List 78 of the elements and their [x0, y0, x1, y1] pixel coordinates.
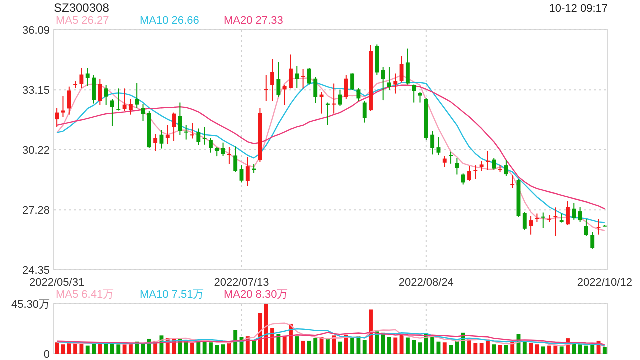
- bar: [406, 338, 410, 354]
- bar: [227, 343, 232, 354]
- bar: [67, 343, 72, 354]
- bar: [480, 343, 484, 354]
- bar: [474, 343, 478, 354]
- bar: [301, 340, 306, 354]
- bar: [104, 344, 108, 354]
- bar: [412, 340, 416, 354]
- bar: [326, 338, 330, 354]
- bar: [449, 345, 454, 354]
- ytick: 33.15: [22, 85, 50, 98]
- bar: [535, 344, 540, 354]
- bar: [344, 334, 348, 354]
- bar: [61, 344, 66, 354]
- bar: [252, 340, 256, 354]
- bar: [560, 346, 564, 354]
- bar: [541, 346, 546, 354]
- xtick: 2022/10/12: [577, 277, 632, 289]
- legend: MA20 27.33: [224, 15, 284, 27]
- bar: [369, 310, 373, 354]
- bar: [350, 337, 355, 354]
- bar: [295, 336, 300, 354]
- legend: MA5 26.27: [56, 15, 110, 27]
- bar: [486, 341, 490, 354]
- ytick: 24.35: [22, 265, 50, 277]
- ytick: 45.30万: [11, 299, 50, 311]
- bar: [116, 344, 121, 354]
- bar: [128, 344, 133, 354]
- ytick: 30.22: [22, 145, 50, 157]
- bar: [276, 334, 281, 354]
- bar: [122, 344, 127, 354]
- bar: [215, 346, 220, 354]
- bar: [307, 340, 312, 354]
- bar: [442, 342, 447, 354]
- ytick: 27.28: [22, 205, 50, 218]
- bar: [190, 343, 194, 354]
- bar: [282, 336, 287, 354]
- bar: [590, 345, 595, 354]
- bar: [264, 304, 268, 354]
- legend: MA5 6.41万: [56, 289, 114, 301]
- bar: [529, 343, 534, 354]
- bar: [418, 342, 422, 354]
- legend: MA10 26.66: [140, 15, 200, 27]
- bar: [55, 342, 60, 354]
- bar: [400, 334, 404, 354]
- bar: [332, 336, 336, 354]
- xtick: 2022/08/24: [398, 277, 454, 289]
- bar: [602, 347, 607, 354]
- bar: [221, 344, 226, 354]
- bar: [86, 346, 90, 354]
- legend: MA20 8.30万: [224, 289, 288, 301]
- xtick: 2022/07/13: [214, 277, 270, 289]
- bar: [394, 338, 398, 354]
- bar: [110, 344, 114, 354]
- annotation: 10-12 09:17: [549, 3, 608, 15]
- title: SZ300308: [54, 1, 110, 15]
- bar: [208, 342, 213, 354]
- bar: [578, 344, 582, 354]
- legend: MA10 7.51万: [140, 289, 204, 301]
- bar: [356, 336, 361, 354]
- bar: [98, 343, 102, 354]
- bar: [362, 340, 367, 354]
- bar: [522, 342, 527, 354]
- bar: [504, 345, 508, 354]
- bar: [92, 344, 96, 354]
- xtick: 2022/05/31: [30, 277, 85, 289]
- ytick: 0: [44, 349, 50, 360]
- bar: [584, 346, 588, 354]
- bar: [314, 338, 318, 354]
- bar: [381, 332, 386, 354]
- bar: [492, 344, 496, 354]
- bar: [388, 337, 392, 354]
- bar: [548, 346, 552, 354]
- ytick: 36.09: [22, 25, 50, 37]
- bar: [455, 340, 460, 354]
- bar: [234, 330, 238, 354]
- bar: [554, 346, 558, 354]
- bar: [430, 336, 435, 354]
